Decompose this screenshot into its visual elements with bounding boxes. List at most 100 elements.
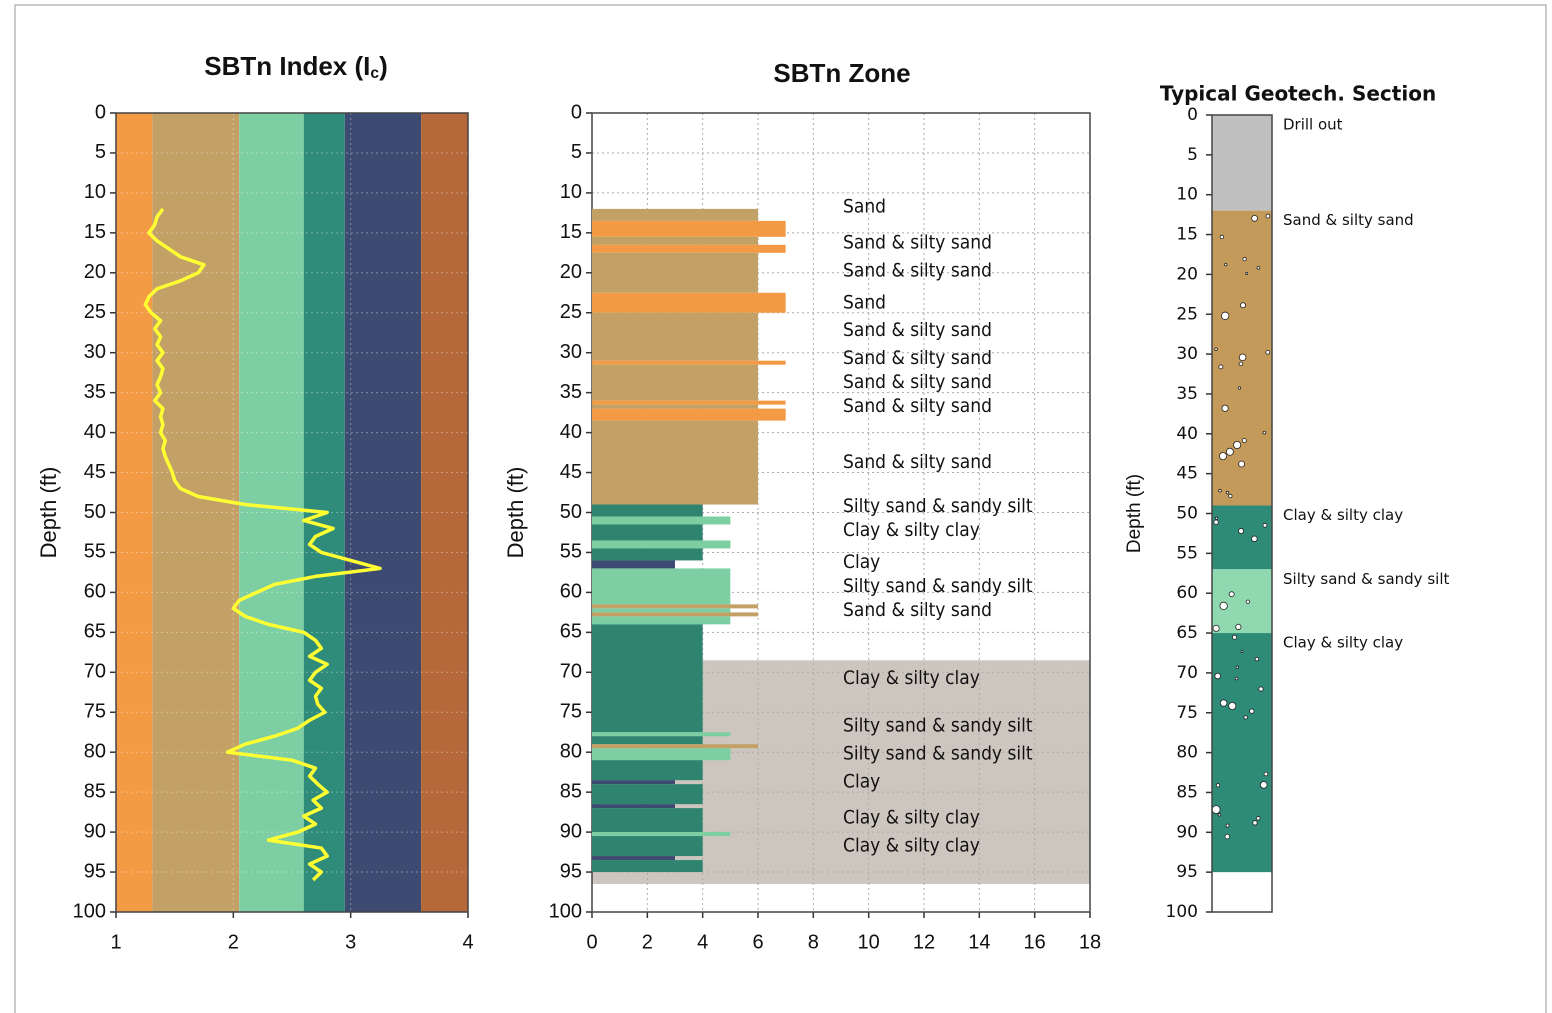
x-tick-label: 12 (913, 931, 935, 953)
texture-dot (1256, 265, 1261, 270)
y-tick-label: 40 (84, 421, 106, 443)
stratum-label: Sand & silty sand (1283, 211, 1414, 229)
y-tick-label: 65 (84, 621, 106, 643)
texture-dot (1263, 771, 1269, 777)
y-tick-label: 45 (84, 461, 106, 483)
zone-label: Sand & silty sand (843, 395, 992, 417)
y-tick-label: 25 (1176, 304, 1198, 324)
y-tick-label: 10 (1176, 185, 1198, 205)
y-axis-label: Depth (ft) (503, 467, 528, 559)
zone-bar (592, 540, 731, 549)
zone-bar (592, 784, 703, 805)
x-tick-label: 3 (345, 931, 356, 953)
zone-bar (592, 744, 758, 749)
zone-bar (592, 624, 703, 733)
texture-dot (1258, 686, 1264, 692)
zone-bar (592, 604, 758, 609)
zone-label: Silty sand & sandy silt (843, 495, 1033, 517)
x-tick-label: 1 (110, 931, 121, 953)
zone-bar (592, 832, 731, 837)
zone-bar (592, 612, 758, 617)
title-part: SBTn Index (I (204, 51, 370, 81)
zone-band (116, 113, 153, 912)
ic-line (143, 207, 382, 882)
stratum-label: Clay & silty clay (1283, 506, 1403, 524)
texture-dot (1212, 624, 1220, 632)
texture-dot (1234, 676, 1239, 681)
zone-bar (592, 364, 758, 401)
x-tick-label: 6 (752, 931, 763, 953)
y-tick-label: 85 (1176, 782, 1198, 802)
x-tick-label: 8 (808, 931, 819, 953)
y-tick-label: 50 (84, 501, 106, 523)
zone-bar (592, 420, 758, 505)
y-tick-label: 45 (1176, 464, 1198, 484)
stratum-label: Silty sand & sandy silt (1283, 570, 1449, 588)
y-tick-label: 80 (1176, 743, 1198, 763)
chart-title: SBTn Zone (773, 58, 910, 88)
zone-bar (592, 780, 675, 785)
plot-frame (1211, 114, 1273, 913)
y-tick-label: 90 (1176, 822, 1198, 842)
zone-bar (592, 400, 786, 405)
y-tick-label: 0 (1187, 105, 1198, 125)
texture-dot (1238, 528, 1244, 534)
zone-label: Sand (843, 291, 886, 313)
texture-dot (1245, 599, 1251, 604)
zone-label: Sand & silty sand (843, 371, 992, 393)
texture-dot (1214, 516, 1219, 520)
y-tick-label: 100 (549, 900, 582, 922)
zone-label: Sand (843, 195, 886, 217)
zone-bar (592, 524, 703, 541)
texture-dot (1219, 699, 1228, 707)
title-part: ) (379, 51, 388, 81)
zone-label: Silty sand & sandy silt (843, 715, 1033, 737)
y-tick-label: 60 (560, 581, 582, 603)
texture-dot (1238, 460, 1246, 468)
texture-dot (1265, 213, 1271, 219)
zone-label: Silty sand & sandy silt (843, 743, 1033, 765)
zone-bar (592, 404, 758, 409)
x-tick-label: 4 (462, 931, 473, 953)
y-tick-label: 5 (1187, 145, 1198, 165)
y-tick-label: 85 (560, 780, 582, 802)
stratum (1212, 115, 1272, 211)
zone-bar (592, 312, 758, 361)
texture-dot (1243, 715, 1248, 720)
texture-dot (1221, 404, 1229, 412)
texture-dot (1219, 452, 1228, 461)
y-tick-label: 35 (84, 381, 106, 403)
plot-frame (115, 112, 469, 913)
zone-label: Silty sand & sandy silt (843, 575, 1033, 597)
zone-bar (592, 804, 675, 809)
stratum (1212, 569, 1272, 634)
y-tick-label: 95 (1176, 862, 1198, 882)
stratum-label: Drill out (1283, 116, 1343, 134)
texture-dot (1228, 591, 1235, 598)
zone-band (421, 113, 468, 912)
zone-bar (592, 860, 703, 873)
zone-bar (592, 608, 731, 613)
y-tick-label: 50 (1176, 504, 1198, 524)
texture-dot (1225, 823, 1230, 828)
x-tick-label: 4 (697, 931, 708, 953)
zone-label: Sand & silty sand (843, 347, 992, 369)
y-tick-label: 5 (95, 141, 106, 163)
zone-bar (592, 236, 758, 245)
texture-dot (1217, 813, 1222, 817)
y-tick-label: 5 (571, 141, 582, 163)
zone-label: Clay & silty clay (843, 807, 980, 829)
y-tick-label: 80 (84, 740, 106, 762)
zone-bar (592, 292, 786, 313)
y-tick-label: 60 (84, 581, 106, 603)
y-tick-label: 0 (571, 101, 582, 123)
y-tick-label: 85 (84, 780, 106, 802)
texture-dot (1241, 438, 1247, 443)
texture-dot (1242, 257, 1247, 262)
y-tick-label: 55 (84, 541, 106, 563)
zone-band (239, 113, 304, 912)
x-tick-label: 10 (858, 931, 880, 953)
y-tick-label: 75 (84, 701, 106, 723)
zone-bar (592, 568, 731, 605)
zone-label: Sand & silty sand (843, 451, 992, 473)
